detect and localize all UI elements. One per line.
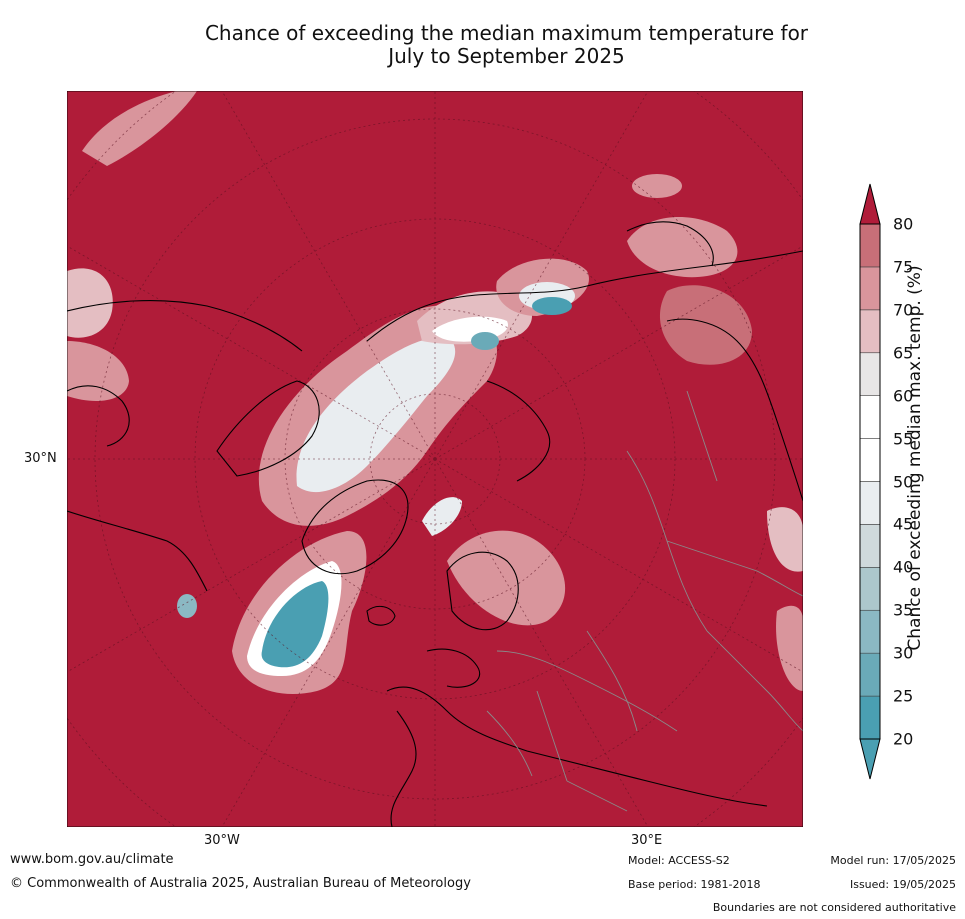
coastlines — [67, 221, 803, 827]
region-baikal-blue — [532, 297, 572, 315]
colorbar — [859, 183, 881, 780]
colorbar-band — [859, 652, 881, 697]
colorbar-tick-label: 65 — [893, 343, 914, 363]
colorbar-extend-low — [859, 738, 881, 780]
lon-label-30e: 30°E — [631, 833, 663, 848]
region-scandinavia-band — [447, 530, 566, 626]
colorbar-tick-label: 25 — [893, 686, 914, 706]
region-ne-pacific — [632, 174, 682, 198]
colorbar-tick-label: 50 — [893, 472, 914, 491]
forecast-map — [67, 91, 803, 827]
colorbar-frame — [859, 223, 881, 740]
colorbar-tick-label: 60 — [893, 386, 914, 406]
colorbar-band — [859, 567, 881, 611]
country-borders — [486, 390, 803, 812]
chart-title: Chance of exceeding the median maximum t… — [60, 22, 953, 68]
colorbar-tick-label: 80 — [893, 214, 914, 234]
colorbar-tick-label: 40 — [893, 557, 914, 577]
colorbar-band — [859, 438, 881, 482]
region-barents-white — [422, 497, 462, 536]
colorbar-tick-label: 70 — [893, 300, 914, 320]
colorbar-label-text: Chance of exceeding median max. temp. (%… — [905, 265, 925, 651]
footer-model-run: Model run: 17/05/2025 — [830, 854, 956, 867]
colorbar-tick-label: 55 — [893, 429, 914, 449]
colorbar-band — [859, 395, 881, 439]
region-east-edge — [767, 507, 803, 572]
region-east-asia-band — [627, 217, 738, 278]
colorbar-band — [859, 223, 881, 268]
colorbar-tick-label: 45 — [893, 514, 914, 534]
title-line-2: July to September 2025 — [388, 44, 625, 68]
probability-regions — [67, 91, 803, 695]
colorbar-band — [859, 695, 881, 740]
colorbar-band — [859, 352, 881, 396]
footer-url: www.bom.gov.au/climate — [10, 852, 174, 867]
graticule — [67, 91, 803, 827]
region-west-edge — [67, 268, 113, 338]
colorbar-extend-high — [859, 183, 881, 225]
lat-label-30n: 30°N — [24, 451, 57, 466]
footer-copyright: © Commonwealth of Australia 2025, Austra… — [10, 876, 471, 891]
region-siberia-blue — [471, 332, 499, 350]
footer-issued: Issued: 19/05/2025 — [849, 878, 956, 891]
region-nw-corner — [82, 91, 197, 166]
footer-base-period: Base period: 1981-2018 — [628, 878, 761, 891]
colorbar-band — [859, 266, 881, 311]
region-east-edge-2 — [776, 605, 803, 691]
region-atlantic-small-blue — [177, 594, 197, 618]
colorbar-tick-label: 30 — [893, 643, 914, 663]
colorbar-tick-label: 75 — [893, 257, 914, 277]
colorbar-band — [859, 524, 881, 568]
colorbar-tick-label: 35 — [893, 600, 914, 620]
region-atlantic-blue — [261, 581, 329, 668]
footer-disclaimer: Boundaries are not considered authoritat… — [712, 901, 956, 914]
colorbar-band — [859, 309, 881, 354]
colorbar-tick-label: 20 — [893, 729, 914, 749]
colorbar-band — [859, 609, 881, 654]
footer-model: Model: ACCESS-S2 — [628, 854, 730, 867]
region-arctic-white — [296, 337, 456, 493]
colorbar-band — [859, 481, 881, 525]
title-line-1: Chance of exceeding the median maximum t… — [204, 21, 809, 45]
region-east-asia-band-2 — [659, 285, 752, 365]
lon-label-30w: 30°W — [204, 833, 240, 848]
